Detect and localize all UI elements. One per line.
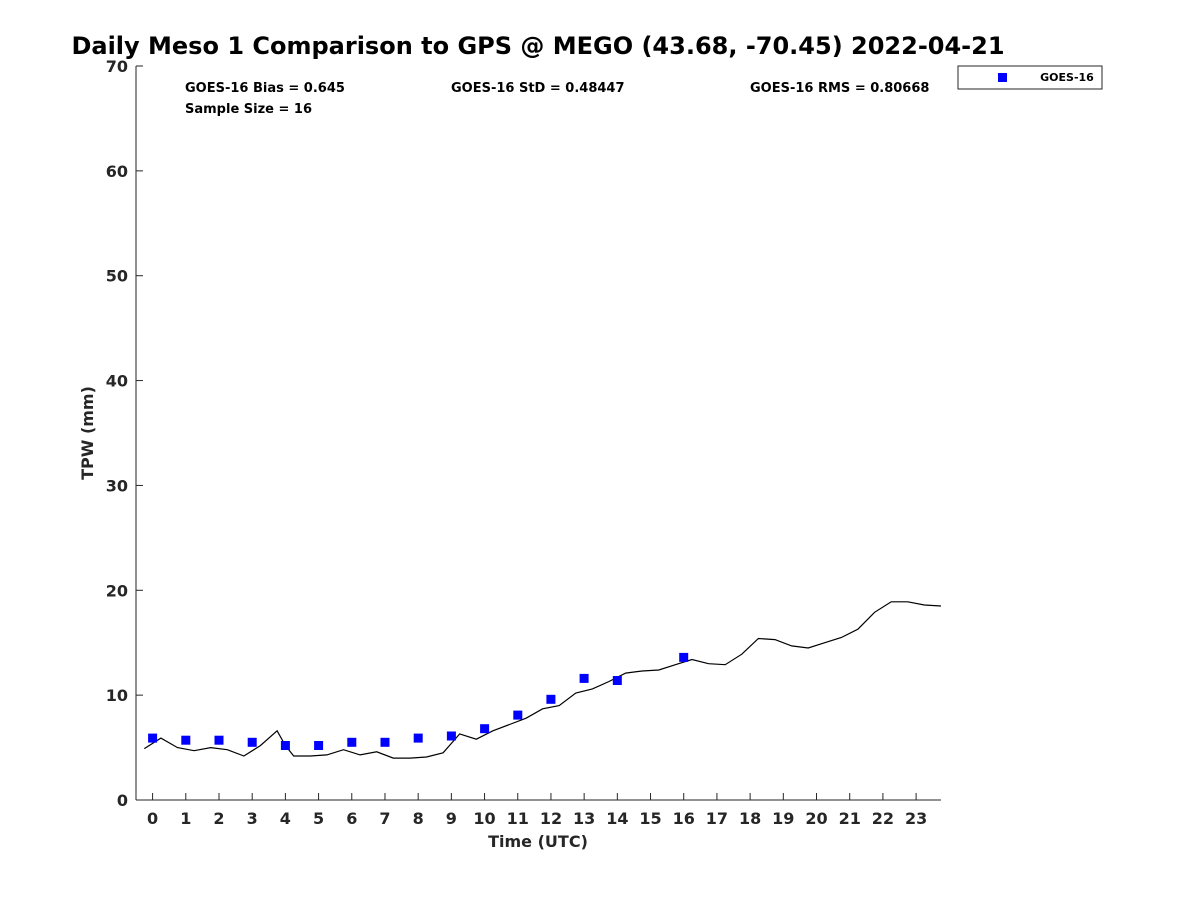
goes-16-point xyxy=(280,741,290,750)
goes-16-point xyxy=(446,731,456,741)
x-tick-label: 12 xyxy=(540,809,562,828)
goes-16-point xyxy=(413,733,423,743)
x-tick-label: 16 xyxy=(673,809,695,828)
x-tick-label: 11 xyxy=(507,809,529,828)
y-tick-label: 10 xyxy=(106,686,128,705)
x-tick-label: 10 xyxy=(473,809,495,828)
legend-marker-goes-16 xyxy=(998,73,1007,82)
rms-stat: GOES-16 RMS = 0.80668 xyxy=(750,81,929,96)
sample-size-stat: Sample Size = 16 xyxy=(185,102,312,117)
goes-16-point xyxy=(679,652,689,662)
x-tick-label: 8 xyxy=(413,809,424,828)
x-tick-label: 14 xyxy=(606,809,628,828)
x-tick-label: 20 xyxy=(805,809,827,828)
goes-16-point xyxy=(247,737,257,747)
y-tick-label: 20 xyxy=(106,581,128,600)
goes-16-point xyxy=(181,735,191,745)
goes-16-point xyxy=(148,733,158,743)
x-tick-label: 19 xyxy=(772,809,794,828)
legend-label-goes-16: GOES-16 xyxy=(1040,71,1094,84)
x-tick-label: 21 xyxy=(839,809,861,828)
y-tick-label: 30 xyxy=(106,476,128,495)
x-tick-label: 18 xyxy=(739,809,761,828)
std-stat: GOES-16 StD = 0.48447 xyxy=(451,81,625,96)
x-tick-label: 23 xyxy=(905,809,927,828)
legend-box xyxy=(957,65,1103,90)
chart-title: Daily Meso 1 Comparison to GPS @ MEGO (4… xyxy=(71,32,1004,60)
y-tick-label: 40 xyxy=(106,372,128,391)
x-tick-label: 4 xyxy=(280,809,291,828)
x-tick-label: 9 xyxy=(446,809,457,828)
goes-16-point xyxy=(546,694,556,704)
gps-line xyxy=(143,601,942,759)
y-tick-label: 50 xyxy=(106,267,128,286)
x-tick-label: 17 xyxy=(706,809,728,828)
y-tick-label: 0 xyxy=(117,791,128,810)
goes-16-point xyxy=(347,737,357,747)
x-tick-label: 7 xyxy=(379,809,390,828)
goes-16-point xyxy=(314,741,324,750)
goes-16-point xyxy=(380,737,390,747)
gps-series-line xyxy=(143,601,942,759)
y-tick-label: 60 xyxy=(106,162,128,181)
x-tick-label: 2 xyxy=(213,809,224,828)
y-axis-label: TPW (mm) xyxy=(78,386,97,480)
x-axis-label: Time (UTC) xyxy=(488,832,588,851)
goes-16-point xyxy=(612,676,622,685)
legend: GOES-16 xyxy=(957,65,1103,90)
goes-16-series-points xyxy=(148,652,689,750)
y-tick-label: 70 xyxy=(106,57,128,76)
x-tick-label: 6 xyxy=(346,809,357,828)
x-axis-ticks: 0 1 2 3 4 5 6 7 8 9 10 11 12 13 14 15 16 17 18 19 20 21 22 23 xyxy=(147,793,927,828)
x-tick-label: 3 xyxy=(247,809,258,828)
bias-stat: GOES-16 Bias = 0.645 xyxy=(185,81,345,96)
y-axis-ticks: 0 10 20 30 40 50 60 70 xyxy=(106,57,143,810)
x-tick-label: 15 xyxy=(639,809,661,828)
x-tick-label: 22 xyxy=(872,809,894,828)
x-tick-label: 13 xyxy=(573,809,595,828)
goes-16-point xyxy=(579,673,589,683)
axes xyxy=(135,66,941,801)
x-tick-label: 1 xyxy=(180,809,191,828)
goes-16-point xyxy=(480,724,490,734)
x-tick-label: 0 xyxy=(147,809,158,828)
goes-16-point xyxy=(214,735,224,745)
x-tick-label: 5 xyxy=(313,809,324,828)
goes-16-point xyxy=(513,710,523,720)
